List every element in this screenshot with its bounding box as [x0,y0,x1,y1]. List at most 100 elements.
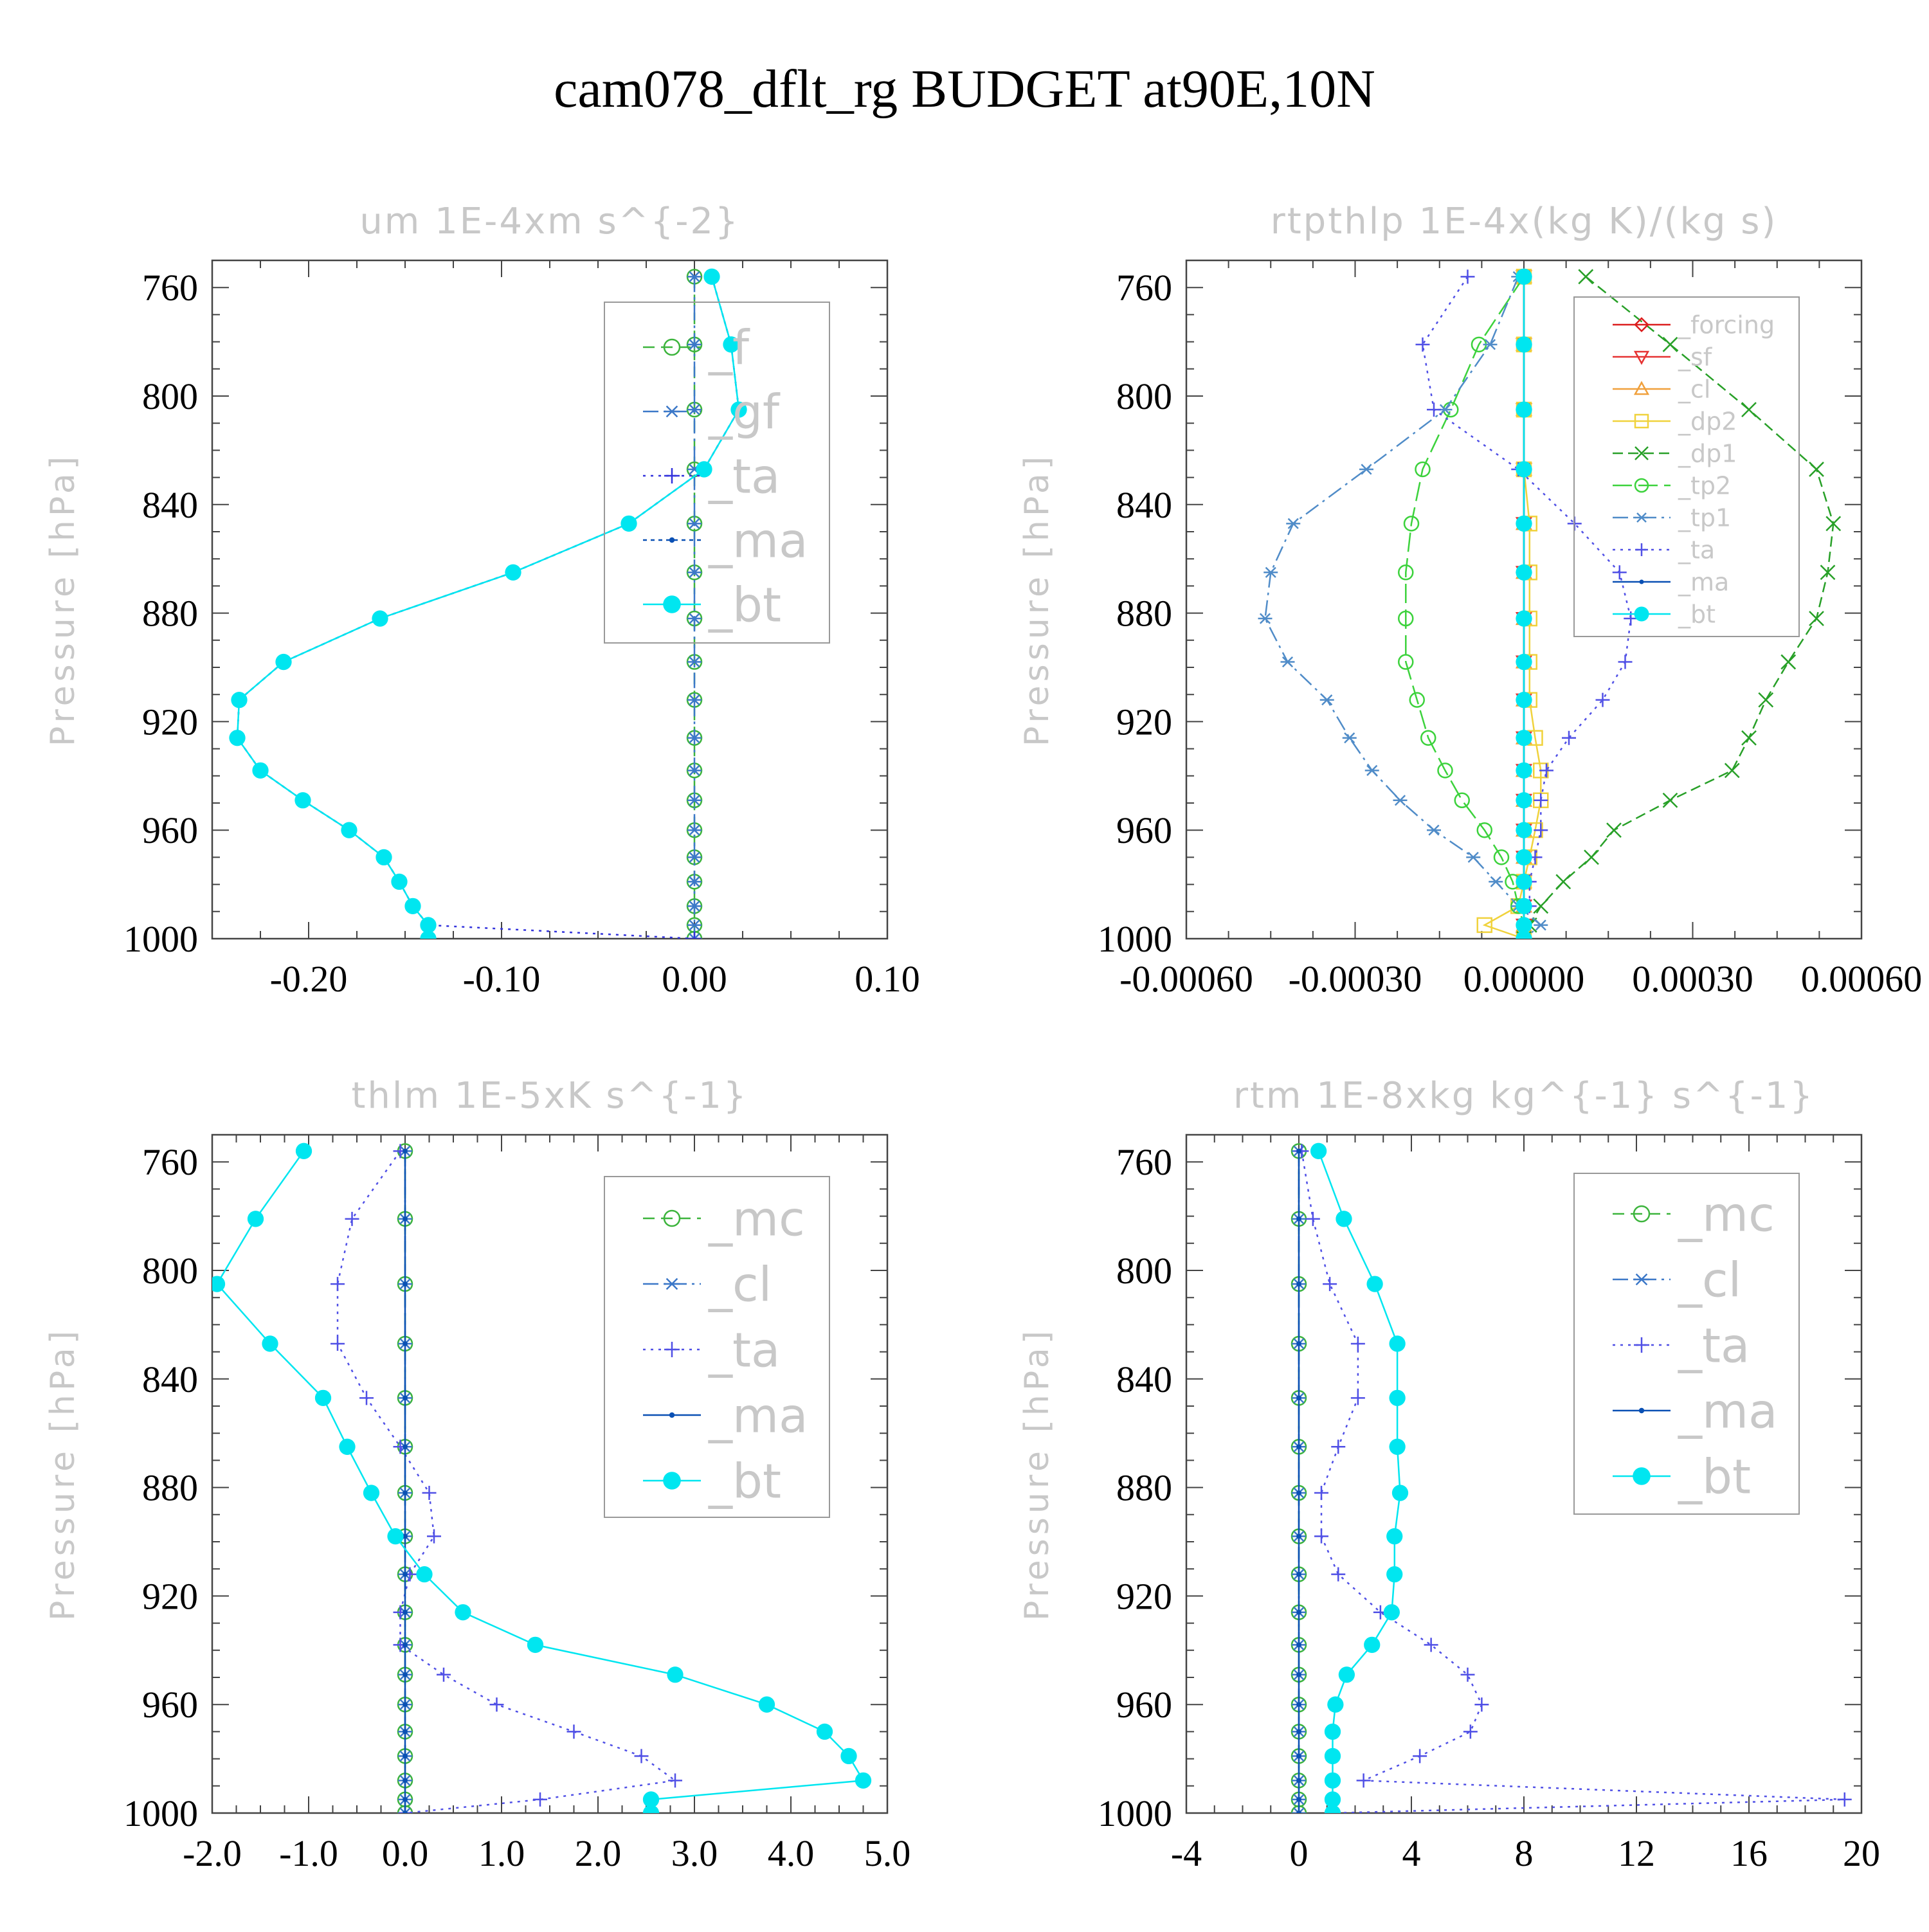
x-tick-label: 0.00030 [1632,958,1753,1000]
data-point-dp1 [1820,564,1836,581]
y-tick-label: 920 [142,701,198,743]
data-point-ta [1350,1391,1365,1405]
data-point-ta [668,1773,682,1788]
y-axis-label: Pressure [hPa] [1018,1327,1056,1621]
x-tick-label: -2.0 [183,1832,242,1874]
legend-marker [1633,1467,1651,1485]
series-group [1291,1142,1852,1813]
legend-label: _f [708,321,750,376]
y-tick-label: 1000 [1098,1792,1172,1834]
legend-label: _cl [708,1258,772,1313]
legend-marker [1634,478,1649,493]
data-point-bt [1516,268,1532,285]
y-tick-label: 960 [1116,1684,1172,1726]
data-point-ma [403,1609,408,1615]
legend-label: _mc [1678,1187,1775,1243]
y-tick-label: 880 [1116,593,1172,635]
y-tick-label: 840 [1116,484,1172,526]
x-tick-label: -1.0 [279,1832,338,1874]
legend-marker [1639,579,1644,584]
data-point-bt [1324,1772,1341,1789]
legend-label: _dp1 [1678,440,1737,468]
data-point-ta [533,1792,547,1807]
data-point-gf [687,404,702,415]
data-point-ma [403,1753,408,1759]
data-point-bt [376,849,392,866]
data-point-tp1 [1393,795,1408,806]
data-point-bt [363,1485,380,1501]
legend-label: _bt [1678,600,1716,629]
data-point-gf [687,271,702,282]
legend-marker [669,537,675,543]
legend-marker [663,1472,681,1490]
data-point-bt [212,1276,226,1292]
data-point-ma [1296,1729,1301,1735]
data-point-ma [1296,1571,1301,1577]
legend-box [604,302,830,644]
legend-marker [663,338,681,356]
data-point-ta [1413,1749,1427,1764]
data-point-ma [403,1444,408,1450]
y-tick-label: 960 [1116,809,1172,851]
data-point-bt [1516,564,1532,581]
data-point-ma [403,1672,408,1677]
data-point-ta [331,1336,345,1351]
data-point-ma [1296,1672,1301,1677]
legend-label: _mc [708,1192,805,1247]
data-point-ta [1837,1792,1852,1807]
data-point-bt [294,792,311,809]
y-tick-label: 800 [1116,375,1172,417]
data-point-ta [1314,1529,1328,1544]
data-point-bt [1516,653,1532,671]
y-tick-label: 1000 [123,918,198,960]
data-point-gf [687,876,702,887]
data-point-bt [1324,1747,1341,1765]
data-point-bt [855,1772,872,1789]
x-tick-label: 0.00060 [1801,958,1923,1000]
data-point-dp1 [1533,898,1549,914]
data-point-ma [403,1533,408,1539]
x-tick-label: 0.00 [662,958,727,1000]
data-point-tp1 [1280,656,1295,668]
data-point-bt [295,1142,312,1159]
data-point-ma [403,1810,408,1813]
data-point-gf [687,566,702,578]
data-point-tp2 [1398,610,1414,627]
data-point-bt [1386,1528,1403,1545]
data-point-gf [687,851,702,863]
data-point-bt [275,653,292,671]
data-point-ta [331,1277,345,1292]
data-point-ma [1296,1341,1301,1346]
data-point-bt [341,822,358,838]
series-line-ta [336,1150,678,1813]
legend-marker [1634,413,1649,429]
data-point-bt [1389,1335,1406,1352]
data-point-ma [1296,1281,1301,1286]
panel-2: rtpthlp 1E-4x(kg K)/(kg s) Pressure [hPa]… [1018,201,1922,1000]
data-point-ma [1296,1444,1301,1450]
legend-label: _forcing [1678,311,1775,339]
legend-label: _tp1 [1678,504,1731,532]
legend-marker [664,405,680,418]
data-point-bt [420,917,437,934]
x-tick-label: -0.10 [463,958,541,1000]
data-point-bt [455,1604,471,1621]
data-point-ta [1595,692,1610,707]
data-point-bt [1366,1276,1383,1292]
data-point-bt [339,1438,356,1455]
y-tick-label: 760 [142,267,198,309]
data-point-ma [1296,1797,1301,1802]
y-tick-label: 960 [142,809,198,851]
legend-label: _ma [708,514,808,569]
x-tick-label: -0.00060 [1119,958,1253,1000]
data-point-ma [1296,1609,1301,1615]
data-point-tp2 [1415,461,1431,478]
y-axis-label: Pressure [hPa] [1018,453,1056,746]
data-point-ta [1424,1638,1438,1652]
x-tick-label: 4.0 [768,1832,815,1874]
data-point-bt [247,1211,264,1227]
data-point-gf [687,694,702,706]
data-point-ta [1534,823,1548,838]
data-point-bt [840,1747,857,1765]
